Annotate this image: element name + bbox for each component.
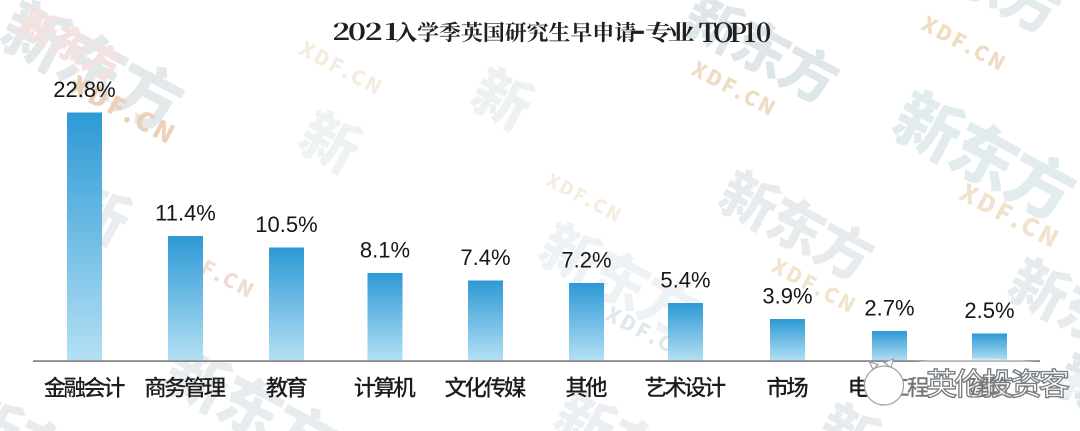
svg-text:22.8%: 22.8% (53, 77, 115, 102)
svg-text:7.2%: 7.2% (561, 248, 611, 273)
svg-text:5.4%: 5.4% (660, 268, 710, 293)
svg-text:7.4%: 7.4% (460, 245, 510, 270)
svg-text:8.1%: 8.1% (360, 238, 410, 263)
svg-text:2.7%: 2.7% (864, 296, 914, 321)
svg-text:3.9%: 3.9% (762, 284, 812, 309)
svg-text:2.5%: 2.5% (964, 298, 1014, 323)
svg-text:11.4%: 11.4% (155, 201, 216, 226)
svg-text:10.5%: 10.5% (255, 212, 317, 237)
